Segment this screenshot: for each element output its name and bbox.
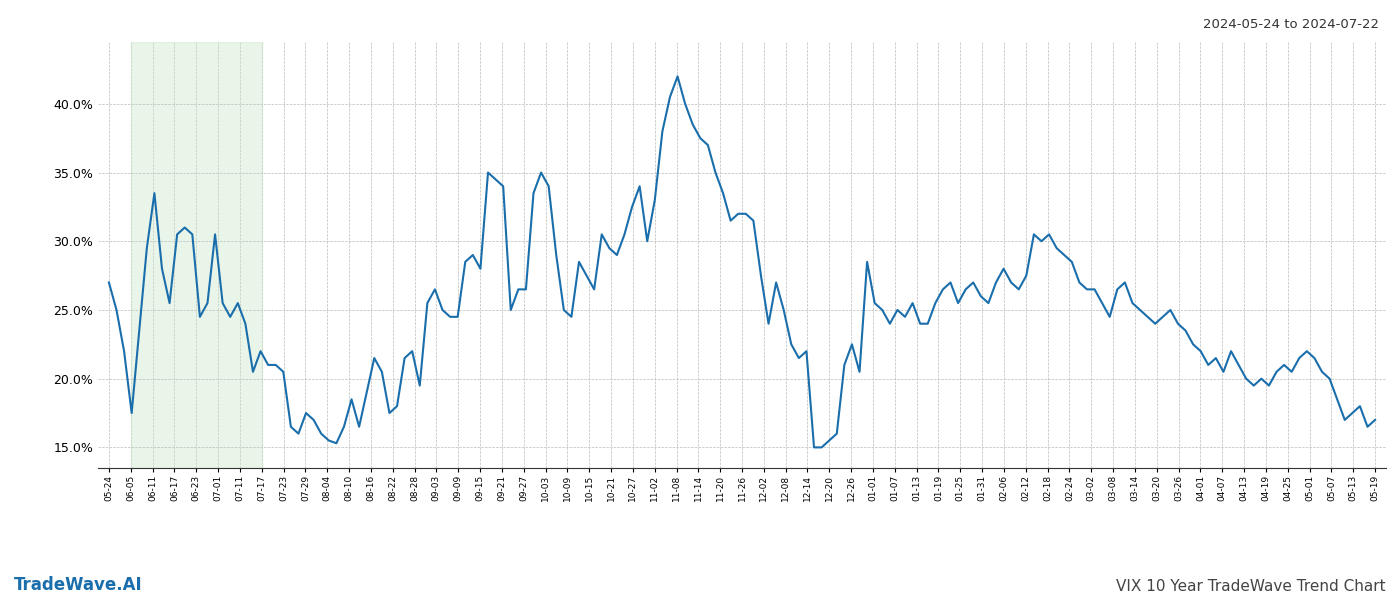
Text: 2024-05-24 to 2024-07-22: 2024-05-24 to 2024-07-22 [1203,18,1379,31]
Text: VIX 10 Year TradeWave Trend Chart: VIX 10 Year TradeWave Trend Chart [1116,579,1386,594]
Text: TradeWave.AI: TradeWave.AI [14,576,143,594]
Bar [130,42,262,468]
